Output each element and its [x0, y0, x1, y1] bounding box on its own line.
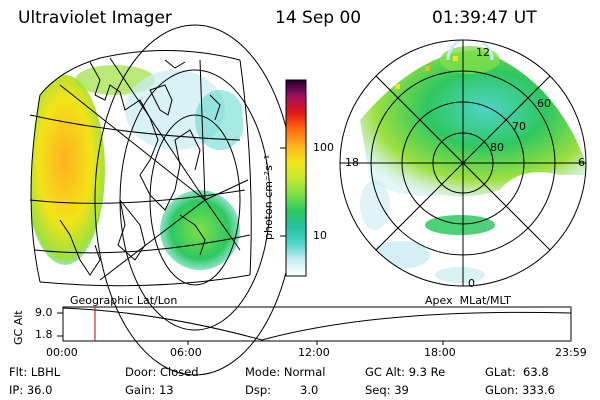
time-label: 01:39:47 UT — [432, 8, 537, 28]
gc-alt-info: GC Alt: 9.3 Re — [365, 365, 446, 379]
colorbar-tick-100: 100 — [313, 141, 334, 154]
mlt-label-12: 12 — [476, 46, 490, 59]
mode-info: Mode: Normal — [245, 365, 326, 379]
altitude-tick-9: 9.0 — [35, 306, 53, 319]
time-tick-1800: 18:00 — [424, 346, 456, 359]
date-label: 14 Sep 00 — [275, 8, 362, 28]
altitude-tick-1-8: 1.8 — [35, 328, 53, 341]
mlat-label-80: 80 — [490, 141, 504, 154]
instrument-title: Ultraviolet Imager — [18, 8, 172, 28]
colorbar-tick-10: 10 — [313, 229, 327, 242]
time-tick-0600: 06:00 — [170, 346, 202, 359]
gain-info: Gain: 13 — [125, 383, 174, 397]
mlat-label-60: 60 — [537, 97, 551, 110]
polar-projection-label: Apex MLat/MLT — [425, 294, 511, 307]
seq-info: Seq: 39 — [365, 383, 409, 397]
mlt-label-18: 18 — [345, 156, 359, 169]
mlt-label-6: 6 — [578, 156, 585, 169]
glon-info: GLon: 333.6 — [485, 383, 555, 397]
time-tick-0000: 00:00 — [46, 346, 78, 359]
coastlines — [59, 59, 221, 276]
dsp-info: Dsp: — [245, 383, 272, 397]
time-tick-2359: 23:59 — [555, 346, 587, 359]
altitude-axis-label: GC Alt — [12, 310, 25, 345]
lat-lon-grid — [29, 24, 296, 376]
auroral-oval — [360, 50, 586, 197]
altitude-curve — [62, 307, 572, 341]
time-tick-1200: 12:00 — [298, 346, 330, 359]
dsp-value: 3.0 — [300, 383, 319, 397]
door-info: Door: Closed — [125, 365, 199, 379]
aurora-region-west — [31, 75, 105, 265]
filter-info: Flt: LBHL — [9, 365, 61, 379]
aurora-region-east — [160, 190, 240, 270]
mlat-label-70: 70 — [512, 120, 526, 133]
ip-info: IP: 36.0 — [9, 383, 53, 397]
geo-projection-label: Geographic Lat/Lon — [70, 294, 178, 307]
polar-grid — [339, 39, 587, 287]
glat-info: GLat: 63.8 — [485, 365, 549, 379]
mlt-label-0: 0 — [468, 277, 475, 290]
